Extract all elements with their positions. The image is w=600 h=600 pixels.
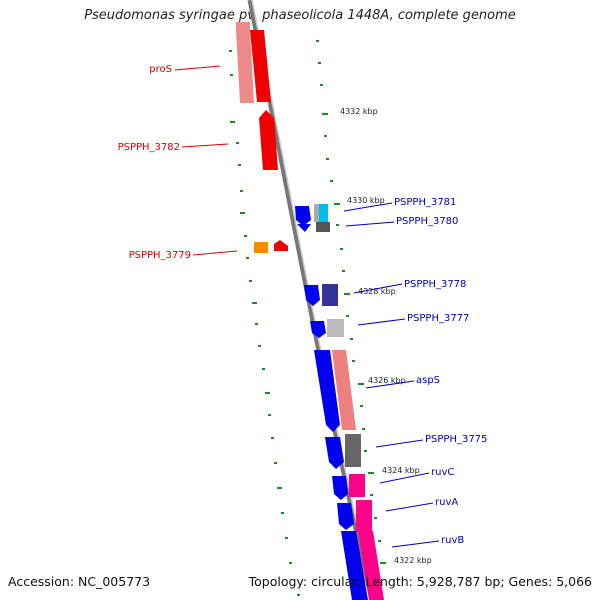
gene-label-ruva[interactable]: ruvA [435, 497, 458, 508]
gene-label-pspph-3775[interactable]: PSPPH_3775 [425, 434, 487, 445]
gene-label-pspph-3778[interactable]: PSPPH_3778 [404, 279, 466, 290]
feature-pspph-3775[interactable] [325, 434, 361, 469]
scale-label-4328: 4328 kbp [358, 287, 396, 296]
reverse-gene-labels: proS PSPPH_3782 PSPPH_3779 [118, 64, 238, 261]
scale-label-4330: 4330 kbp [347, 196, 385, 205]
tick-track-left [229, 50, 300, 596]
feature-pspph-3781[interactable] [295, 204, 328, 226]
feature-pspph-3777[interactable] [310, 319, 344, 338]
forward-gene-labels: PSPPH_3781 PSPPH_3780 PSPPH_3778 PSPPH_3… [343, 197, 487, 548]
scale-label-4326: 4326 kbp [368, 376, 406, 385]
accession-text: Accession: NC_005773 [8, 574, 151, 589]
gene-label-pros[interactable]: proS [149, 64, 172, 75]
gene-label-pspph-3777[interactable]: PSPPH_3777 [407, 313, 469, 324]
feature-pros[interactable] [236, 22, 271, 103]
gene-label-asps[interactable]: aspS [416, 375, 440, 386]
feature-ruva[interactable] [337, 500, 372, 532]
feature-pspph-3778[interactable] [304, 284, 338, 306]
topology-text: Topology: circular; Length: 5,928,787 bp… [248, 574, 592, 589]
tick-track-right [316, 40, 386, 564]
gene-label-ruvb[interactable]: ruvB [441, 535, 464, 546]
feature-ruvc[interactable] [332, 474, 365, 500]
scale-label-4332: 4332 kbp [340, 107, 378, 116]
gene-label-pspph-3781[interactable]: PSPPH_3781 [394, 197, 456, 208]
gene-label-pspph-3780[interactable]: PSPPH_3780 [396, 216, 458, 227]
feature-pspph-3782[interactable] [259, 110, 278, 170]
map-title: Pseudomonas syringae pv. phaseolicola 14… [84, 8, 516, 23]
gene-label-pspph-3779[interactable]: PSPPH_3779 [129, 250, 191, 261]
gene-label-ruvc[interactable]: ruvC [431, 467, 454, 478]
scale-label-4324: 4324 kbp [382, 466, 420, 475]
feature-asps[interactable] [314, 350, 356, 432]
feature-ruvb[interactable] [341, 531, 384, 600]
scale-label-4322: 4322 kbp [394, 556, 432, 565]
feature-pspph-3779[interactable] [254, 240, 288, 253]
gene-label-pspph-3782[interactable]: PSPPH_3782 [118, 142, 180, 153]
feature-pspph-3780[interactable] [297, 222, 330, 232]
